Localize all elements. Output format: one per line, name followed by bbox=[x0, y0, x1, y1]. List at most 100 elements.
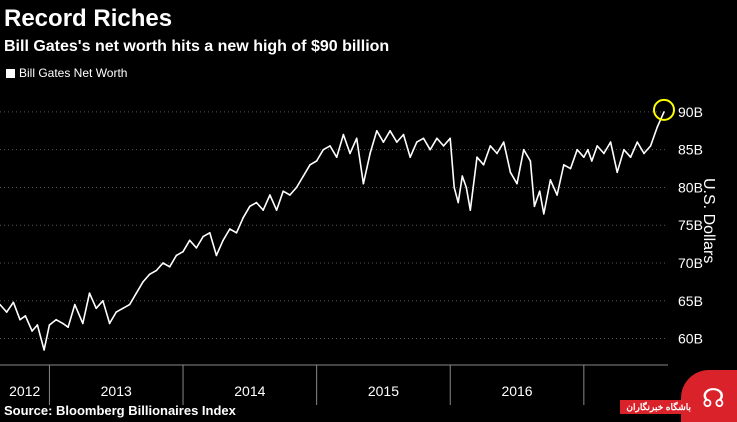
data-point bbox=[542, 213, 545, 215]
legend-swatch bbox=[6, 68, 15, 78]
y-tick-label: 80B bbox=[678, 179, 703, 195]
data-point bbox=[465, 186, 468, 189]
data-point bbox=[562, 163, 565, 166]
data-point bbox=[556, 194, 558, 196]
data-point bbox=[349, 152, 351, 155]
data-point bbox=[533, 205, 536, 208]
data-point bbox=[576, 148, 578, 151]
data-point bbox=[155, 269, 158, 272]
data-point bbox=[5, 311, 8, 313]
data-point bbox=[422, 137, 425, 140]
data-point bbox=[222, 239, 224, 242]
data-point bbox=[402, 133, 405, 136]
data-point bbox=[663, 111, 665, 113]
watermark-text: باشگاه خبرنگاران bbox=[620, 400, 697, 414]
data-point bbox=[643, 152, 645, 155]
y-tick-label: 90B bbox=[678, 104, 703, 120]
data-point bbox=[102, 299, 104, 302]
data-point bbox=[82, 322, 84, 325]
data-point bbox=[603, 152, 605, 155]
data-point bbox=[442, 145, 445, 147]
data-point bbox=[269, 194, 271, 196]
data-point bbox=[255, 201, 258, 204]
data-point bbox=[538, 190, 541, 193]
data-point bbox=[587, 148, 589, 151]
data-point bbox=[208, 231, 211, 234]
data-point bbox=[115, 311, 118, 313]
data-point bbox=[591, 160, 593, 162]
data-point bbox=[529, 160, 532, 162]
data-point bbox=[215, 254, 218, 257]
data-point bbox=[24, 315, 27, 317]
data-point bbox=[457, 201, 460, 204]
data-point bbox=[382, 141, 385, 143]
data-point bbox=[482, 163, 485, 166]
data-point bbox=[369, 152, 371, 155]
data-point bbox=[509, 171, 512, 174]
data-point bbox=[242, 216, 244, 219]
data-point bbox=[469, 209, 472, 211]
data-point bbox=[496, 152, 498, 155]
data-point bbox=[295, 186, 298, 189]
data-point bbox=[315, 160, 318, 162]
data-point bbox=[289, 194, 291, 196]
data-point bbox=[409, 156, 411, 159]
data-point bbox=[436, 137, 438, 140]
data-point bbox=[61, 322, 64, 325]
data-point bbox=[128, 303, 131, 306]
data-point bbox=[636, 141, 639, 143]
data-point bbox=[569, 167, 572, 170]
data-point bbox=[476, 156, 478, 159]
data-point bbox=[0, 303, 1, 306]
legend-label: Bill Gates Net Worth bbox=[19, 66, 128, 80]
data-point bbox=[235, 231, 238, 234]
data-point bbox=[262, 209, 264, 211]
data-point bbox=[335, 156, 338, 159]
data-point bbox=[362, 182, 365, 185]
data-point bbox=[122, 307, 124, 310]
data-point bbox=[55, 318, 57, 321]
data-point bbox=[355, 137, 358, 140]
data-point bbox=[188, 239, 191, 242]
y-tick-label: 60B bbox=[678, 331, 703, 347]
data-point bbox=[416, 141, 418, 143]
series-line bbox=[0, 111, 665, 351]
data-point bbox=[195, 247, 198, 249]
highlight-circle bbox=[652, 98, 675, 121]
data-point bbox=[142, 281, 144, 283]
data-point bbox=[516, 182, 518, 185]
x-tick-label: 2012 bbox=[9, 383, 40, 399]
y-tick-label: 70B bbox=[678, 255, 703, 271]
data-point bbox=[629, 156, 632, 159]
data-point bbox=[162, 262, 164, 264]
data-point bbox=[389, 129, 391, 132]
data-point bbox=[302, 175, 305, 177]
y-tick-label: 85B bbox=[678, 142, 703, 158]
data-point bbox=[95, 307, 97, 310]
data-point bbox=[67, 326, 69, 329]
data-point bbox=[549, 179, 552, 181]
y-axis-label: U.S. Dollars bbox=[700, 178, 717, 263]
data-point bbox=[596, 145, 598, 147]
data-point bbox=[522, 148, 525, 151]
data-point bbox=[275, 209, 278, 211]
data-point bbox=[322, 148, 325, 151]
data-point bbox=[175, 254, 178, 257]
data-point bbox=[342, 133, 345, 136]
data-point bbox=[12, 301, 15, 304]
data-point bbox=[502, 141, 505, 143]
data-point bbox=[88, 292, 91, 295]
data-point bbox=[429, 148, 431, 151]
data-point bbox=[148, 273, 151, 276]
data-point bbox=[449, 137, 452, 140]
data-point bbox=[19, 318, 21, 321]
y-tick-label: 75B bbox=[678, 217, 703, 233]
data-point bbox=[249, 205, 251, 208]
watermark-logo-icon: ☊ bbox=[701, 384, 725, 414]
source-note: Source: Bloomberg Billionaires Index bbox=[4, 403, 236, 418]
data-point bbox=[375, 129, 378, 132]
data-point bbox=[43, 349, 45, 351]
legend: Bill Gates Net Worth bbox=[6, 66, 127, 80]
x-tick-label: 2015 bbox=[368, 383, 399, 399]
data-point bbox=[583, 156, 585, 159]
